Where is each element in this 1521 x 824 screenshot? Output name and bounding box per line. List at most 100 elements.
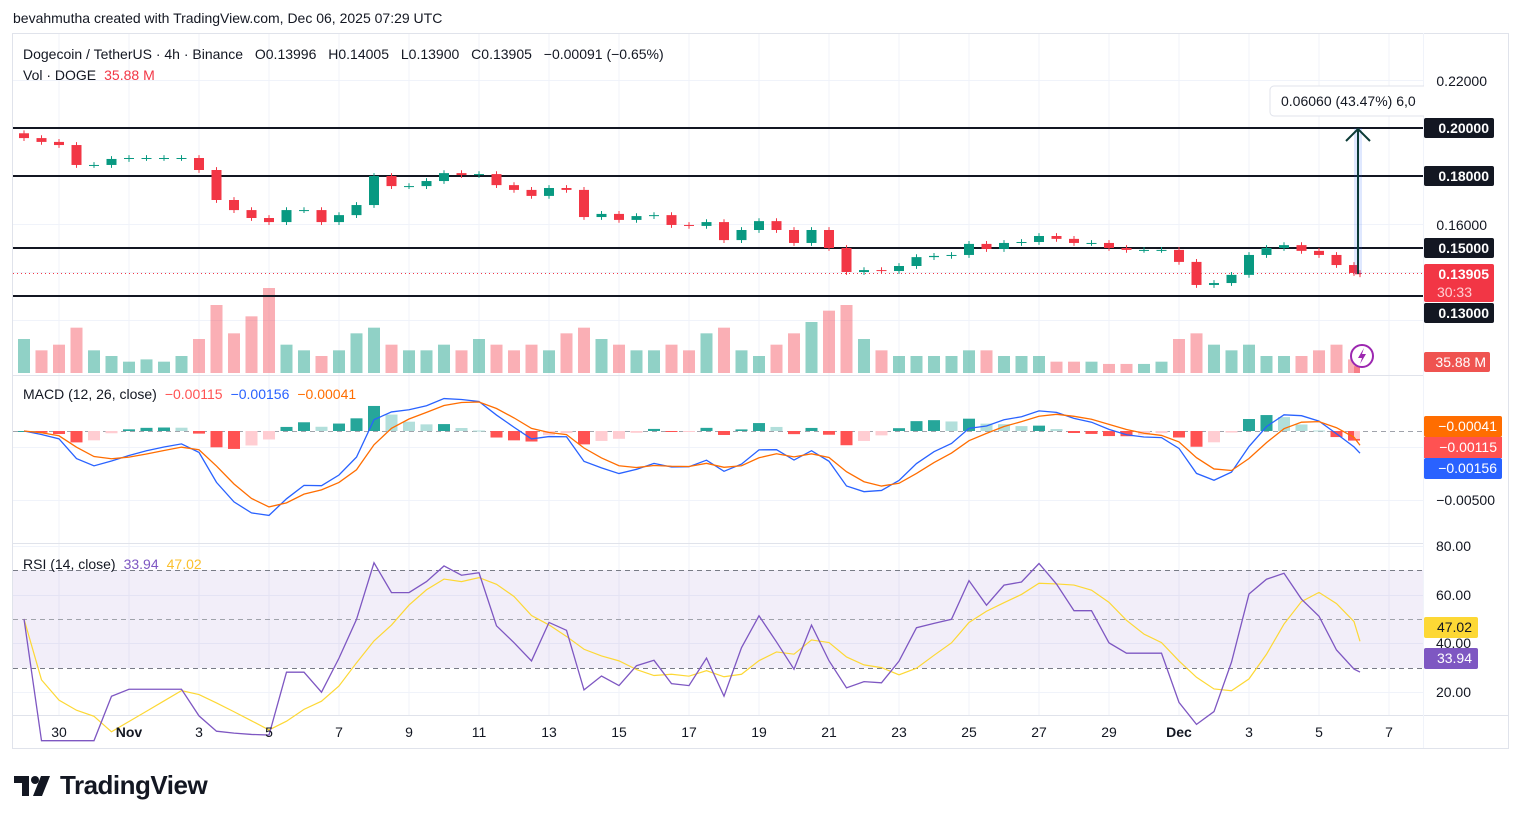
svg-text:−0.00156: −0.00156	[1438, 460, 1497, 476]
alert-lightning-icon[interactable]	[1350, 344, 1374, 368]
macd-histogram-bar	[945, 421, 958, 431]
candle-body	[1296, 245, 1307, 251]
volume-bar	[490, 344, 503, 373]
tradingview-logo-icon	[14, 775, 50, 796]
time-tick: 15	[611, 724, 627, 740]
candle-body	[964, 243, 974, 255]
svg-text:0.13905: 0.13905	[1438, 266, 1489, 282]
candle-body	[1121, 248, 1132, 250]
svg-text:47.02: 47.02	[1437, 619, 1472, 635]
svg-text:−0.00041: −0.00041	[1438, 418, 1497, 434]
macd-histogram-bar	[718, 431, 730, 435]
volume-bar	[980, 350, 993, 373]
horizontal-levels[interactable]	[13, 127, 1423, 297]
candle-body	[1104, 242, 1114, 248]
macd-histogram-bar	[1313, 430, 1325, 432]
candle-body	[596, 213, 607, 218]
macd-histogram-bar	[858, 431, 870, 441]
candle-body	[1156, 249, 1167, 251]
rsi-value-label: 33.94	[1424, 648, 1478, 669]
macd-histogram-bar	[893, 428, 905, 431]
candle-body	[299, 210, 309, 212]
macd-histogram-bar	[1190, 431, 1203, 447]
macd-histogram-bar	[788, 431, 800, 435]
volume-bar	[1103, 363, 1115, 373]
macd-histogram-bar	[298, 422, 310, 431]
bar-countdown: 30:33	[1437, 284, 1472, 300]
price-tick: 0.16000	[1436, 217, 1487, 233]
candle-body	[701, 222, 712, 226]
candle-body	[1314, 250, 1324, 255]
volume-bar	[88, 350, 100, 373]
candle-body	[1069, 238, 1079, 243]
macd-histogram-bar	[473, 430, 485, 432]
volume-bar	[315, 356, 328, 373]
macd-histogram-bar	[1225, 431, 1238, 433]
candle-body	[631, 216, 642, 220]
macd-histogram-bar	[315, 426, 328, 431]
candle-body	[1261, 248, 1272, 255]
candle-body	[474, 174, 484, 176]
volume-bar	[438, 344, 450, 373]
volume-bar	[1295, 356, 1308, 373]
volume-bar	[858, 339, 870, 373]
price-axis[interactable]	[1424, 34, 1508, 715]
macd-histogram-bar	[350, 418, 363, 431]
macd-histogram-bar	[648, 428, 660, 431]
svg-text:0.13000: 0.13000	[1438, 305, 1489, 321]
volume-bar	[298, 350, 310, 373]
macd-histogram-bar	[438, 424, 450, 431]
candle-body	[176, 158, 187, 159]
candle-body	[141, 158, 152, 159]
volume-bar	[385, 344, 398, 373]
candle-body	[421, 181, 432, 187]
volume-bar	[613, 344, 625, 373]
macd-pane	[18, 397, 1361, 517]
candle-body	[1034, 236, 1044, 242]
ohlc-low: L0.13900	[401, 46, 460, 62]
measure-tool[interactable]: 0.06060 (43.47%) 6,0	[1269, 85, 1441, 274]
candle-body	[194, 158, 204, 170]
candle-body	[456, 173, 467, 176]
volume-bar	[560, 333, 573, 373]
macd-histogram-bar	[123, 429, 135, 431]
candle-body	[281, 210, 292, 223]
time-tick: 3	[1245, 724, 1253, 740]
candle-body	[229, 200, 239, 211]
macd-histogram-bar	[840, 431, 853, 446]
macd-histogram-bar	[175, 427, 188, 431]
candle-body	[1244, 254, 1254, 275]
volume-bar	[1190, 333, 1203, 373]
level-label-0180: 0.18000	[1424, 166, 1494, 186]
volume-bar	[1138, 363, 1150, 373]
macd-histogram-bar	[1354, 431, 1360, 439]
volume-bar	[805, 322, 818, 373]
volume-bar	[1278, 356, 1290, 373]
time-tick: 7	[1385, 724, 1393, 740]
macd-histogram-bar	[193, 431, 205, 434]
macd-line	[23, 397, 1361, 517]
volume-bar	[788, 333, 800, 373]
candle-body	[771, 221, 782, 230]
rsi-ma-label: 47.02	[1424, 617, 1478, 638]
macd-hist-label: −0.00115	[1424, 437, 1502, 458]
macd-histogram-bar	[700, 427, 713, 431]
candle-body	[1349, 265, 1359, 273]
volume-bar	[665, 344, 678, 373]
candle-body	[1174, 249, 1184, 262]
ohlc-close: C0.13905	[471, 46, 532, 62]
volume-bar	[1313, 350, 1325, 373]
macd-histogram-bar	[455, 427, 468, 431]
time-tick: 23	[891, 724, 907, 740]
candle-body	[579, 189, 589, 218]
svg-text:−0.00115: −0.00115	[1439, 439, 1497, 455]
time-tick: 21	[821, 724, 837, 740]
level-label-0150: 0.15000	[1424, 238, 1494, 258]
rsi-tick: 60.00	[1436, 587, 1471, 603]
time-tick: 5	[265, 724, 273, 740]
tradingview-logo[interactable]: TradingView	[14, 770, 208, 801]
volume-bar	[1015, 356, 1028, 373]
volume-bar	[735, 350, 748, 373]
time-axis[interactable]: 30 Nov 3 5 7 9 11 13 15 17 19 21 23 25 27 29 Dec 3 5 7	[51, 724, 1393, 740]
